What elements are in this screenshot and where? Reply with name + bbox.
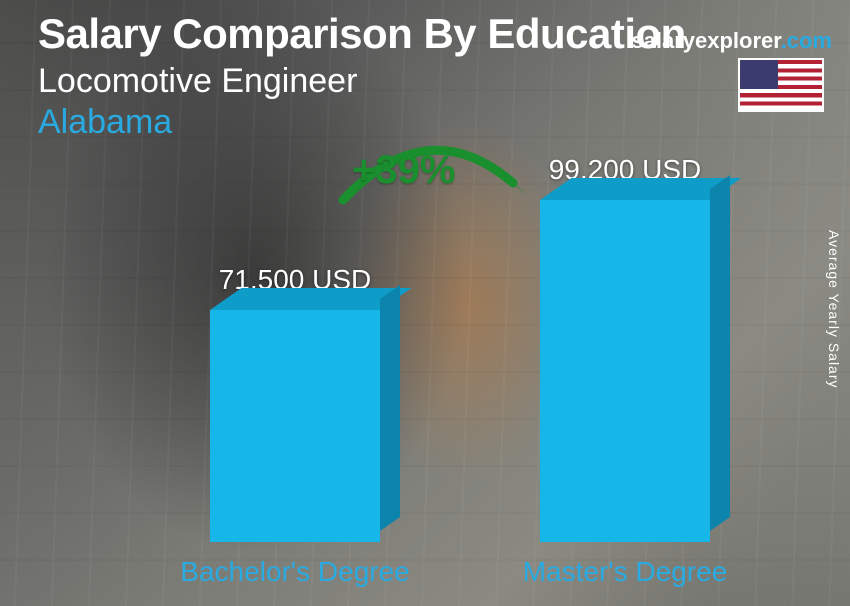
bar-bachelors: 71,500 USD Bachelor's Degree [165,264,425,588]
bar-chart: 71,500 USD Bachelor's Degree 99,200 USD … [0,148,820,588]
bar-label: Master's Degree [495,556,755,588]
y-axis-label: Average Yearly Salary [826,230,842,389]
bar-masters: 99,200 USD Master's Degree [495,154,755,588]
bar-front-face [540,200,710,542]
bar-side-face [710,175,730,531]
brand-part2: .com [781,28,832,53]
us-flag-icon [738,58,824,112]
brand-part1: salaryexplorer [631,28,780,53]
bar-shape [210,310,380,542]
brand-logo: salaryexplorer.com [631,28,832,54]
bar-front-face [210,310,380,542]
bar-side-face [380,285,400,531]
bar-shape [540,200,710,542]
bar-label: Bachelor's Degree [165,556,425,588]
job-title: Locomotive Engineer [38,62,830,101]
